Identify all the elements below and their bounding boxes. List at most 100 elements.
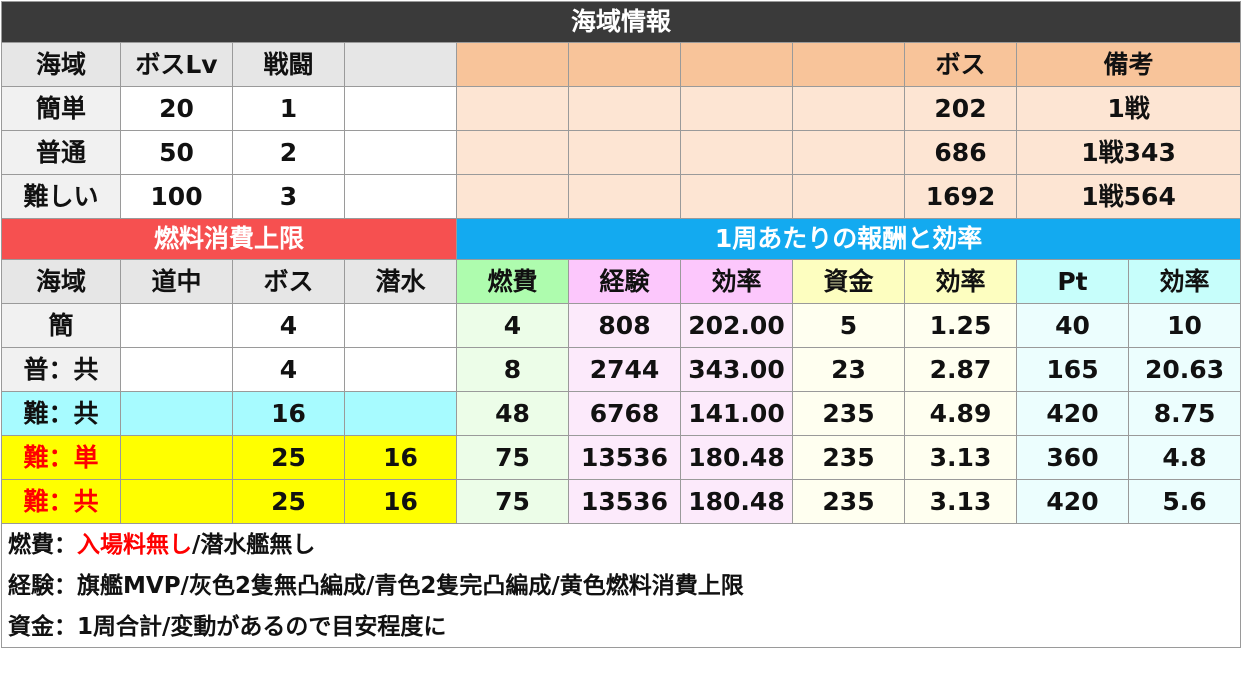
- funds-cell: 235: [792, 479, 905, 524]
- header-blank: [680, 42, 793, 87]
- area-cell: 難：共: [1, 391, 121, 436]
- road-cell: [120, 303, 233, 348]
- boss-cell: 4: [232, 347, 345, 392]
- header-pt-efficiency: 効率: [1127, 259, 1241, 304]
- table-title: 海域情報: [0, 1, 1241, 43]
- note-cell: 1戦: [1015, 86, 1241, 131]
- fuel-cost-cell: 8: [456, 347, 569, 392]
- header-blank: [568, 42, 681, 87]
- header-notes: 備考: [1015, 42, 1241, 87]
- header-blank: [456, 42, 569, 87]
- funds-cell: 235: [792, 435, 905, 480]
- header-blank: [344, 42, 457, 87]
- top-header-row: 海域 ボスLv 戦闘 ボス 備考: [1, 42, 1241, 87]
- header-boss: ボス: [232, 259, 345, 304]
- header-boss-lv: ボスLv: [120, 42, 233, 87]
- note-cell: 1戦343: [1015, 130, 1241, 175]
- sub-cell: [344, 347, 457, 392]
- boss-lv-cell: 50: [120, 130, 233, 175]
- table-row: 難しい 100 3 1692 1戦564: [1, 174, 1241, 219]
- area-cell: 難しい: [1, 174, 121, 219]
- table-row: 普通 50 2 686 1戦343: [1, 130, 1241, 175]
- sub-cell: [344, 391, 457, 436]
- header-exp-efficiency: 効率: [680, 259, 793, 304]
- header-boss: ボス: [904, 42, 1017, 87]
- note-funds: 資金：1周合計/変動があるので目安程度に: [0, 606, 1241, 648]
- boss-lv-cell: 20: [120, 86, 233, 131]
- pt-efficiency-cell: 8.75: [1127, 391, 1241, 436]
- exp-efficiency-cell: 202.00: [680, 303, 793, 348]
- area-cell: 普通: [1, 130, 121, 175]
- pt-efficiency-cell: 4.8: [1127, 435, 1241, 480]
- funds-efficiency-cell: 1.25: [904, 303, 1017, 348]
- table-row: 簡 4 4 808 202.00 5 1.25 40 10: [1, 303, 1241, 348]
- header-road: 道中: [120, 259, 233, 304]
- empty-cell: [456, 130, 569, 175]
- boss-cell: 4: [232, 303, 345, 348]
- header-blank: [792, 42, 905, 87]
- empty-cell: [344, 86, 457, 131]
- table-row: 難：共 16 48 6768 141.00 235 4.89 420 8.75: [1, 391, 1241, 436]
- road-cell: [120, 435, 233, 480]
- table-row: 普：共 4 8 2744 343.00 23 2.87 165 20.63: [1, 347, 1241, 392]
- sub-cell: 16: [344, 435, 457, 480]
- road-cell: [120, 391, 233, 436]
- exp-cell: 808: [568, 303, 681, 348]
- funds-efficiency-cell: 4.89: [904, 391, 1017, 436]
- empty-cell: [680, 130, 793, 175]
- boss-cell: 16: [232, 391, 345, 436]
- fuel-cost-cell: 75: [456, 479, 569, 524]
- exp-cell: 13536: [568, 435, 681, 480]
- empty-cell: [344, 174, 457, 219]
- boss-cell: 25: [232, 435, 345, 480]
- note-fuel-prefix: 燃費：: [8, 531, 77, 558]
- boss-cell: 686: [904, 130, 1017, 175]
- fuel-cost-cell: 4: [456, 303, 569, 348]
- funds-cell: 235: [792, 391, 905, 436]
- fuel-cost-cell: 75: [456, 435, 569, 480]
- header-area: 海域: [1, 259, 121, 304]
- area-cell: 簡: [1, 303, 121, 348]
- area-cell: 簡単: [1, 86, 121, 131]
- table-row: 難：共 25 16 75 13536 180.48 235 3.13 420 5…: [1, 479, 1241, 524]
- boss-cell: 202: [904, 86, 1017, 131]
- area-cell: 難：共: [1, 479, 121, 524]
- exp-efficiency-cell: 141.00: [680, 391, 793, 436]
- empty-cell: [568, 86, 681, 131]
- note-exp: 経験：旗艦MVP/灰色2隻無凸編成/青色2隻完凸編成/黄色燃料消費上限: [0, 565, 1241, 606]
- note-fuel: 燃費：入場料無し/潜水艦無し: [0, 523, 1241, 565]
- battles-cell: 3: [232, 174, 345, 219]
- boss-cell: 1692: [904, 174, 1017, 219]
- table-row: 難：単 25 16 75 13536 180.48 235 3.13 360 4…: [1, 435, 1241, 480]
- empty-cell: [792, 130, 905, 175]
- pt-cell: 420: [1016, 391, 1129, 436]
- table-row: 簡単 20 1 202 1戦: [1, 86, 1241, 131]
- header-fuel-cost: 燃費: [456, 259, 569, 304]
- exp-efficiency-cell: 180.48: [680, 435, 793, 480]
- pt-efficiency-cell: 10: [1127, 303, 1241, 348]
- empty-cell: [456, 86, 569, 131]
- battles-cell: 2: [232, 130, 345, 175]
- sea-area-info-table: 海域情報 海域 ボスLv 戦闘 ボス 備考 簡単 20 1 202 1戦 普通 …: [0, 1, 1241, 648]
- header-battles: 戦闘: [232, 42, 345, 87]
- exp-cell: 13536: [568, 479, 681, 524]
- battles-cell: 1: [232, 86, 345, 131]
- empty-cell: [680, 86, 793, 131]
- pt-efficiency-cell: 5.6: [1127, 479, 1241, 524]
- header-funds: 資金: [792, 259, 905, 304]
- road-cell: [120, 479, 233, 524]
- exp-cell: 2744: [568, 347, 681, 392]
- sub-cell: 16: [344, 479, 457, 524]
- header-pt: Pt: [1016, 259, 1129, 304]
- header-area: 海域: [1, 42, 121, 87]
- header-funds-efficiency: 効率: [904, 259, 1017, 304]
- pt-cell: 420: [1016, 479, 1129, 524]
- exp-efficiency-cell: 180.48: [680, 479, 793, 524]
- bottom-header-row: 海域 道中 ボス 潜水 燃費 経験 効率 資金 効率 Pt 効率: [1, 259, 1241, 304]
- note-fuel-highlight: 入場料無し: [77, 531, 192, 558]
- note-cell: 1戦564: [1015, 174, 1241, 219]
- area-cell: 普：共: [1, 347, 121, 392]
- empty-cell: [792, 86, 905, 131]
- header-exp: 経験: [568, 259, 681, 304]
- funds-efficiency-cell: 3.13: [904, 479, 1017, 524]
